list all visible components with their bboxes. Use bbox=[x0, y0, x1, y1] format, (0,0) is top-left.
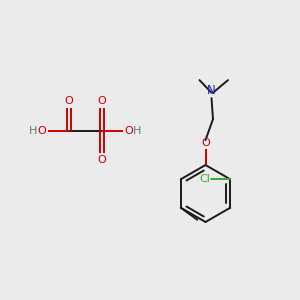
Text: H: H bbox=[29, 125, 38, 136]
Text: N: N bbox=[207, 84, 216, 97]
Text: O: O bbox=[64, 96, 74, 106]
Text: O: O bbox=[98, 96, 106, 106]
Text: O: O bbox=[124, 125, 133, 136]
Text: H: H bbox=[133, 125, 141, 136]
Text: Cl: Cl bbox=[199, 174, 210, 184]
Text: O: O bbox=[38, 125, 46, 136]
Text: O: O bbox=[98, 155, 106, 165]
Text: O: O bbox=[201, 138, 210, 148]
